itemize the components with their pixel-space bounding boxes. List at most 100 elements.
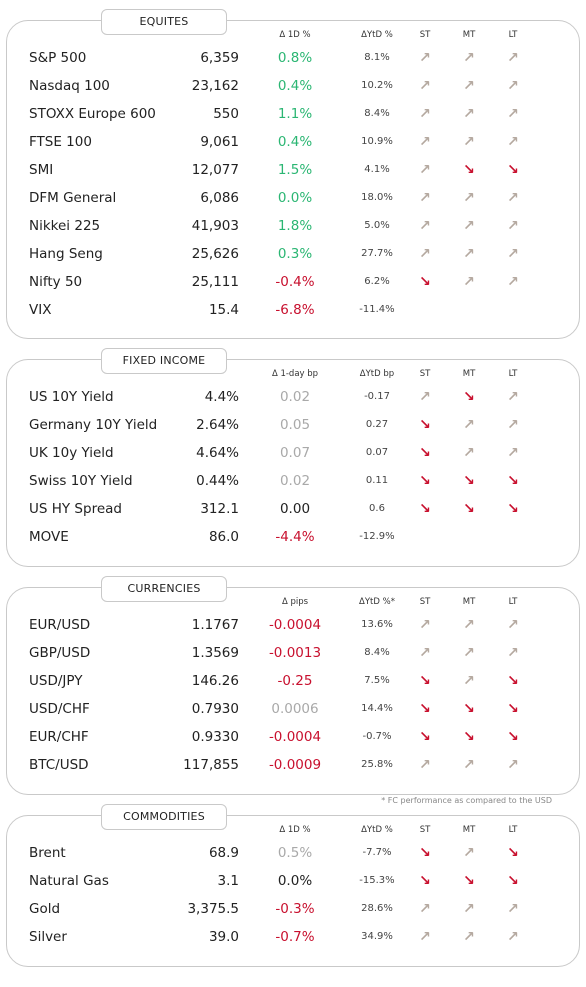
daily-change: 1.1%	[277, 106, 313, 122]
ytd-change: 10.9%	[361, 136, 393, 147]
daily-change: -0.4%	[275, 274, 315, 290]
table-row[interactable]: Natural Gas 3.1 0.0% -15.3% ↘ ↘ ↘	[7, 867, 579, 895]
table-row[interactable]: Nifty 50 25,111 -0.4% 6.2% ↘ ↗ ↗	[7, 268, 579, 296]
trend-up-icon: ↗	[463, 190, 475, 206]
commodities-tab[interactable]: COMMODITIES	[101, 804, 227, 830]
instrument-value: 25,626	[191, 246, 239, 262]
daily-change: -0.0004	[268, 617, 322, 633]
ytd-change: 5.0%	[364, 220, 390, 231]
daily-change: 0.3%	[277, 246, 313, 262]
header-ytd: ΔYtD %	[361, 30, 393, 40]
table-row[interactable]: Gold 3,375.5 -0.3% 28.6% ↗ ↗ ↗	[7, 895, 579, 923]
ytd-change: 8.4%	[364, 108, 390, 119]
instrument-name: BTC/USD	[29, 757, 89, 773]
table-row[interactable]: Nikkei 225 41,903 1.8% 5.0% ↗ ↗ ↗	[7, 212, 579, 240]
instrument-name: Silver	[29, 929, 67, 945]
daily-change: -6.8%	[275, 302, 315, 318]
table-row[interactable]: STOXX Europe 600 550 1.1% 8.4% ↗ ↗ ↗	[7, 100, 579, 128]
trend-up-icon: ↗	[507, 417, 519, 433]
table-row[interactable]: EUR/CHF 0.9330 -0.0004 -0.7% ↘ ↘ ↘	[7, 723, 579, 751]
trend-up-icon: ↗	[419, 134, 431, 150]
trend-down-icon: ↘	[419, 445, 431, 461]
equities-tab[interactable]: EQUITES	[101, 9, 227, 35]
table-row[interactable]: Germany 10Y Yield 2.64% 0.05 0.27 ↘ ↗ ↗	[7, 411, 579, 439]
ytd-change: 8.1%	[364, 52, 390, 63]
daily-change: 0.02	[279, 473, 311, 489]
instrument-value: 6,086	[200, 190, 239, 206]
table-row[interactable]: USD/JPY 146.26 -0.25 7.5% ↘ ↗ ↘	[7, 667, 579, 695]
table-row[interactable]: Hang Seng 25,626 0.3% 27.7% ↗ ↗ ↗	[7, 240, 579, 268]
table-row[interactable]: USD/CHF 0.7930 0.0006 14.4% ↘ ↘ ↘	[7, 695, 579, 723]
table-row[interactable]: US HY Spread 312.1 0.00 0.6 ↘ ↘ ↘	[7, 495, 579, 523]
header-st: ST	[419, 369, 431, 379]
trend-down-icon: ↘	[463, 701, 475, 717]
daily-change: -0.0013	[268, 645, 322, 661]
instrument-name: EUR/CHF	[29, 729, 89, 745]
table-row[interactable]: S&P 500 6,359 0.8% 8.1% ↗ ↗ ↗	[7, 44, 579, 72]
trend-down-icon: ↘	[507, 473, 519, 489]
currencies-panel: CURRENCIES Δ pips ΔYtD %* ST MT LT EUR/U…	[6, 576, 580, 795]
table-row[interactable]: MOVE 86.0 -4.4% -12.9%	[7, 523, 579, 551]
trend-up-icon: ↗	[463, 645, 475, 661]
commodities-panel: COMMODITIES Δ 1D % ΔYtD % ST MT LT Brent…	[6, 804, 580, 967]
header-ytd: ΔYtD %	[361, 825, 393, 835]
instrument-name: USD/JPY	[29, 673, 83, 689]
ytd-change: 6.2%	[364, 276, 390, 287]
instrument-name: USD/CHF	[29, 701, 90, 717]
daily-change: 0.05	[279, 417, 311, 433]
ytd-change: 34.9%	[361, 931, 393, 942]
instrument-name: EUR/USD	[29, 617, 91, 633]
table-row[interactable]: Brent 68.9 0.5% -7.7% ↘ ↗ ↘	[7, 839, 579, 867]
table-row[interactable]: FTSE 100 9,061 0.4% 10.9% ↗ ↗ ↗	[7, 128, 579, 156]
ytd-change: 10.2%	[361, 80, 393, 91]
daily-change: -0.0004	[268, 729, 322, 745]
table-row[interactable]: BTC/USD 117,855 -0.0009 25.8% ↗ ↗ ↗	[7, 751, 579, 779]
table-row[interactable]: SMI 12,077 1.5% 4.1% ↗ ↘ ↘	[7, 156, 579, 184]
ytd-change: 18.0%	[361, 192, 393, 203]
instrument-name: US HY Spread	[29, 501, 122, 517]
trend-up-icon: ↗	[507, 50, 519, 66]
table-row[interactable]: GBP/USD 1.3569 -0.0013 8.4% ↗ ↗ ↗	[7, 639, 579, 667]
trend-up-icon: ↗	[507, 617, 519, 633]
ytd-change: 28.6%	[361, 903, 393, 914]
instrument-value: 0.7930	[191, 701, 239, 717]
trend-up-icon: ↗	[507, 246, 519, 262]
ytd-change: 8.4%	[364, 647, 390, 658]
instrument-value: 550	[213, 106, 239, 122]
trend-up-icon: ↗	[507, 445, 519, 461]
table-row[interactable]: EUR/USD 1.1767 -0.0004 13.6% ↗ ↗ ↗	[7, 611, 579, 639]
trend-up-icon: ↗	[463, 134, 475, 150]
table-row[interactable]: DFM General 6,086 0.0% 18.0% ↗ ↗ ↗	[7, 184, 579, 212]
table-row[interactable]: VIX 15.4 -6.8% -11.4%	[7, 296, 579, 324]
fixed-income-tab[interactable]: FIXED INCOME	[101, 348, 227, 374]
table-row[interactable]: US 10Y Yield 4.4% 0.02 -0.17 ↗ ↘ ↗	[7, 383, 579, 411]
instrument-name: Brent	[29, 845, 66, 861]
table-row[interactable]: Silver 39.0 -0.7% 34.9% ↗ ↗ ↗	[7, 923, 579, 951]
daily-change: -0.0009	[268, 757, 322, 773]
ytd-change: 0.11	[365, 475, 389, 486]
trend-up-icon: ↗	[463, 106, 475, 122]
table-row[interactable]: Swiss 10Y Yield 0.44% 0.02 0.11 ↘ ↘ ↘	[7, 467, 579, 495]
instrument-value: 4.4%	[204, 389, 239, 405]
trend-up-icon: ↗	[507, 274, 519, 290]
trend-up-icon: ↗	[463, 845, 475, 861]
header-lt: LT	[508, 369, 518, 379]
trend-down-icon: ↘	[463, 501, 475, 517]
instrument-value: 312.1	[200, 501, 239, 517]
trend-down-icon: ↘	[463, 389, 475, 405]
trend-up-icon: ↗	[463, 50, 475, 66]
trend-up-icon: ↗	[507, 190, 519, 206]
table-row[interactable]: UK 10y Yield 4.64% 0.07 0.07 ↘ ↗ ↗	[7, 439, 579, 467]
table-row[interactable]: Nasdaq 100 23,162 0.4% 10.2% ↗ ↗ ↗	[7, 72, 579, 100]
trend-up-icon: ↗	[419, 757, 431, 773]
daily-change: -0.7%	[275, 929, 315, 945]
trend-down-icon: ↘	[507, 845, 519, 861]
trend-down-icon: ↘	[463, 162, 475, 178]
trend-up-icon: ↗	[463, 78, 475, 94]
trend-up-icon: ↗	[507, 134, 519, 150]
trend-down-icon: ↘	[463, 473, 475, 489]
daily-change: 1.8%	[277, 218, 313, 234]
currencies-tab[interactable]: CURRENCIES	[101, 576, 227, 602]
ytd-change: -0.7%	[362, 731, 392, 742]
daily-change: 0.07	[279, 445, 311, 461]
